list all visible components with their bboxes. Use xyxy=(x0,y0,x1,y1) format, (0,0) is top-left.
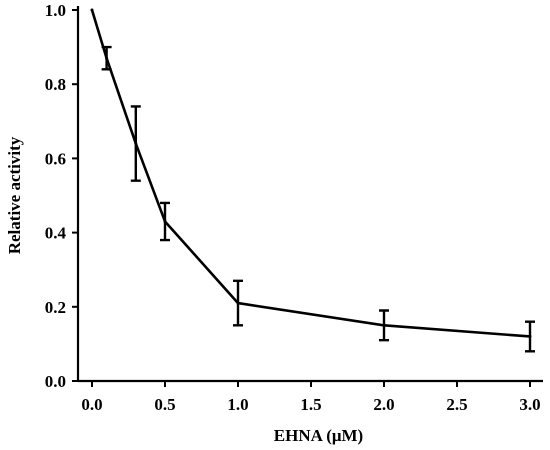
y-tick-label: 1.0 xyxy=(45,1,66,20)
x-tick-label: 1.5 xyxy=(300,395,321,414)
axes xyxy=(76,6,543,383)
data-point xyxy=(236,301,240,305)
x-tick-label: 0.0 xyxy=(81,395,102,414)
data-point xyxy=(528,334,532,338)
x-axis-title: EHNA (μM) xyxy=(274,426,363,445)
x-tick-label: 0.5 xyxy=(154,395,175,414)
data-point xyxy=(134,142,138,146)
x-axis-ticks: 0.0 0.5 1.0 1.5 2.0 2.5 3.0 xyxy=(81,381,541,414)
data-series xyxy=(90,8,532,338)
y-tick-label: 0.2 xyxy=(45,298,66,317)
x-tick-label: 1.0 xyxy=(227,395,248,414)
series-line xyxy=(90,9,531,338)
data-point xyxy=(163,219,167,223)
x-tick-label: 2.0 xyxy=(373,395,394,414)
y-axis-ticks: 0.0 0.2 0.4 0.6 0.8 1.0 xyxy=(45,1,78,391)
y-tick-label: 0.8 xyxy=(45,75,66,94)
data-point xyxy=(382,323,386,327)
y-tick-label: 0.6 xyxy=(45,149,66,168)
x-tick-label: 3.0 xyxy=(519,395,540,414)
y-axis-title: Relative activity xyxy=(5,136,24,254)
data-point xyxy=(90,8,94,12)
y-tick-label: 0.0 xyxy=(45,372,66,391)
error-bars xyxy=(101,45,535,353)
x-tick-label: 2.5 xyxy=(446,395,467,414)
y-tick-label: 0.4 xyxy=(45,224,67,243)
data-point xyxy=(105,56,109,60)
